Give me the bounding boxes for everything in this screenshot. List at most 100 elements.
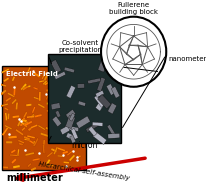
- Polygon shape: [39, 80, 44, 83]
- Polygon shape: [3, 77, 9, 82]
- Polygon shape: [0, 89, 7, 95]
- Polygon shape: [60, 72, 67, 77]
- Polygon shape: [107, 133, 119, 139]
- Polygon shape: [71, 78, 77, 83]
- Polygon shape: [42, 145, 45, 154]
- Polygon shape: [41, 72, 46, 79]
- Polygon shape: [46, 109, 52, 115]
- Polygon shape: [7, 92, 15, 98]
- Polygon shape: [1, 68, 9, 73]
- Polygon shape: [33, 141, 35, 146]
- Polygon shape: [7, 113, 10, 119]
- Polygon shape: [33, 138, 39, 146]
- Polygon shape: [53, 146, 58, 155]
- Polygon shape: [51, 75, 57, 80]
- Polygon shape: [1, 84, 7, 87]
- Polygon shape: [12, 76, 15, 81]
- Polygon shape: [5, 113, 7, 121]
- Text: Hierarchical self-assembly: Hierarchical self-assembly: [38, 161, 130, 181]
- Polygon shape: [25, 152, 34, 156]
- Polygon shape: [76, 155, 81, 159]
- Polygon shape: [23, 136, 30, 140]
- Polygon shape: [50, 60, 61, 74]
- Polygon shape: [77, 111, 83, 118]
- Text: Electric Field: Electric Field: [6, 71, 57, 77]
- Polygon shape: [66, 133, 75, 140]
- Polygon shape: [60, 126, 69, 135]
- Polygon shape: [46, 102, 54, 105]
- Polygon shape: [10, 154, 19, 156]
- Polygon shape: [29, 114, 35, 119]
- Polygon shape: [64, 120, 68, 125]
- Polygon shape: [65, 109, 75, 119]
- Polygon shape: [46, 164, 54, 167]
- Polygon shape: [64, 125, 78, 131]
- Polygon shape: [63, 161, 69, 164]
- Polygon shape: [51, 103, 60, 110]
- Polygon shape: [20, 83, 27, 91]
- Polygon shape: [107, 125, 117, 139]
- Polygon shape: [3, 166, 8, 169]
- Polygon shape: [17, 119, 22, 127]
- Polygon shape: [6, 141, 12, 144]
- Polygon shape: [107, 56, 117, 68]
- Polygon shape: [18, 142, 23, 146]
- Polygon shape: [19, 121, 29, 126]
- Polygon shape: [15, 102, 18, 110]
- Bar: [2, 66, 85, 170]
- Polygon shape: [72, 101, 78, 106]
- Polygon shape: [49, 102, 56, 106]
- Polygon shape: [80, 72, 86, 74]
- Polygon shape: [27, 135, 35, 139]
- Polygon shape: [45, 127, 52, 131]
- Polygon shape: [66, 150, 73, 156]
- Polygon shape: [42, 78, 47, 83]
- Polygon shape: [27, 138, 35, 145]
- Polygon shape: [65, 115, 75, 129]
- Polygon shape: [74, 114, 77, 123]
- Polygon shape: [70, 127, 76, 129]
- Polygon shape: [46, 159, 50, 165]
- Polygon shape: [50, 97, 56, 106]
- Polygon shape: [26, 104, 32, 106]
- Polygon shape: [60, 75, 68, 81]
- Polygon shape: [69, 87, 78, 89]
- Polygon shape: [76, 116, 90, 129]
- Polygon shape: [4, 107, 9, 111]
- Polygon shape: [70, 98, 79, 105]
- Polygon shape: [54, 71, 66, 80]
- Polygon shape: [4, 125, 12, 130]
- Polygon shape: [11, 99, 17, 105]
- Text: Fullerene
building block: Fullerene building block: [109, 2, 157, 15]
- Polygon shape: [42, 80, 47, 85]
- Polygon shape: [38, 125, 45, 130]
- Polygon shape: [95, 90, 104, 98]
- Polygon shape: [13, 165, 20, 169]
- Circle shape: [101, 17, 165, 87]
- Polygon shape: [70, 90, 75, 94]
- Polygon shape: [33, 97, 41, 101]
- Polygon shape: [96, 77, 105, 91]
- Polygon shape: [37, 103, 45, 108]
- Text: millimeter: millimeter: [6, 173, 62, 183]
- Polygon shape: [22, 112, 27, 119]
- Polygon shape: [34, 114, 42, 118]
- Polygon shape: [77, 107, 84, 113]
- Polygon shape: [92, 122, 102, 126]
- Polygon shape: [17, 149, 19, 156]
- Polygon shape: [57, 87, 65, 94]
- Polygon shape: [21, 127, 26, 131]
- Polygon shape: [43, 74, 48, 81]
- Polygon shape: [12, 115, 19, 118]
- Polygon shape: [50, 148, 57, 153]
- Polygon shape: [11, 158, 17, 164]
- Polygon shape: [44, 80, 52, 86]
- Polygon shape: [95, 100, 104, 111]
- Polygon shape: [28, 126, 33, 131]
- Polygon shape: [21, 119, 27, 122]
- Text: nanometer: nanometer: [167, 56, 205, 62]
- Polygon shape: [71, 129, 78, 139]
- Polygon shape: [15, 129, 24, 136]
- Bar: [47, 53, 121, 143]
- Polygon shape: [69, 135, 75, 143]
